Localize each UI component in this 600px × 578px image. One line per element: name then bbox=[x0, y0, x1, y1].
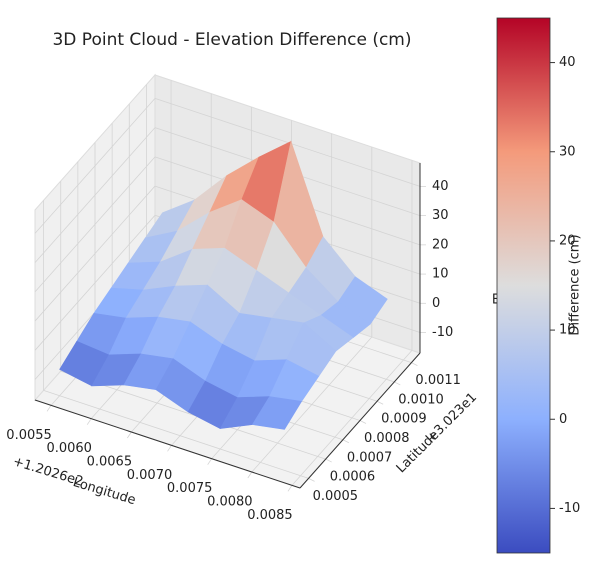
y-tick-label: 0.0010 bbox=[398, 392, 444, 407]
x-tick-label: 0.0080 bbox=[207, 495, 253, 510]
y-tick-label: 0.0005 bbox=[313, 489, 359, 504]
z-tick-label: 20 bbox=[432, 237, 449, 252]
colorbar-tick-label: 0 bbox=[559, 412, 567, 427]
colorbar-tick-label: 40 bbox=[559, 55, 576, 70]
colorbar-tick-label: 30 bbox=[559, 144, 576, 159]
grid-line bbox=[34, 127, 156, 263]
colorbar-tick-label: 10 bbox=[559, 323, 576, 338]
grid-line bbox=[43, 389, 309, 479]
x-tick-label: 0.0055 bbox=[6, 428, 52, 443]
tick-mark bbox=[287, 485, 293, 492]
colorbar-tick-label: -10 bbox=[559, 501, 580, 516]
y-tick-label: 0.0006 bbox=[330, 470, 376, 485]
x-tick-label: 0.0070 bbox=[127, 468, 173, 483]
grid-line bbox=[34, 215, 156, 351]
chart-title: 3D Point Cloud - Elevation Difference (c… bbox=[52, 30, 411, 50]
x-axis bbox=[34, 399, 301, 489]
x-tick-label: 0.0060 bbox=[46, 441, 92, 456]
x-offset-label: +1.2026e2 bbox=[11, 454, 85, 490]
tick-mark bbox=[86, 418, 92, 425]
x-tick-label: 0.0085 bbox=[247, 508, 293, 523]
z-tick-label: 10 bbox=[432, 267, 449, 282]
grid-line bbox=[34, 185, 156, 322]
tick-mark bbox=[207, 458, 212, 465]
tick-mark bbox=[342, 439, 350, 444]
x-tick-label: 0.0065 bbox=[87, 455, 133, 470]
tick-mark bbox=[411, 362, 418, 367]
colorbar bbox=[496, 17, 551, 554]
z-tick-label: 30 bbox=[432, 208, 449, 223]
z-tick-label: 40 bbox=[432, 179, 449, 194]
y-tick-label: 0.0007 bbox=[347, 450, 393, 465]
y-tick-label: 0.0009 bbox=[381, 412, 427, 427]
tick-mark bbox=[46, 405, 52, 412]
tick-mark bbox=[127, 431, 132, 439]
z-axis-label: E bbox=[492, 293, 500, 308]
tick-mark bbox=[325, 458, 332, 463]
z-tick-label: 0 bbox=[432, 296, 440, 311]
grid-line bbox=[34, 98, 156, 234]
y-tick-label: 0.0008 bbox=[364, 431, 410, 446]
grid-line bbox=[34, 156, 156, 293]
y-tick-label: 0.0011 bbox=[415, 373, 461, 388]
colorbar-label: Difference (cm) bbox=[568, 234, 583, 335]
tick-mark bbox=[247, 471, 253, 479]
tick-mark bbox=[308, 477, 315, 482]
y-axis bbox=[299, 352, 421, 489]
surface-cell bbox=[251, 396, 303, 430]
tick-mark bbox=[376, 400, 384, 405]
colorbar-tick-label: 20 bbox=[559, 233, 576, 248]
tick-mark bbox=[394, 381, 401, 386]
z-tick-label: -10 bbox=[432, 325, 453, 340]
x-tick-label: 0.0075 bbox=[167, 481, 213, 496]
grid-line bbox=[154, 98, 421, 187]
tick-mark bbox=[167, 445, 172, 452]
tick-mark bbox=[359, 420, 367, 424]
